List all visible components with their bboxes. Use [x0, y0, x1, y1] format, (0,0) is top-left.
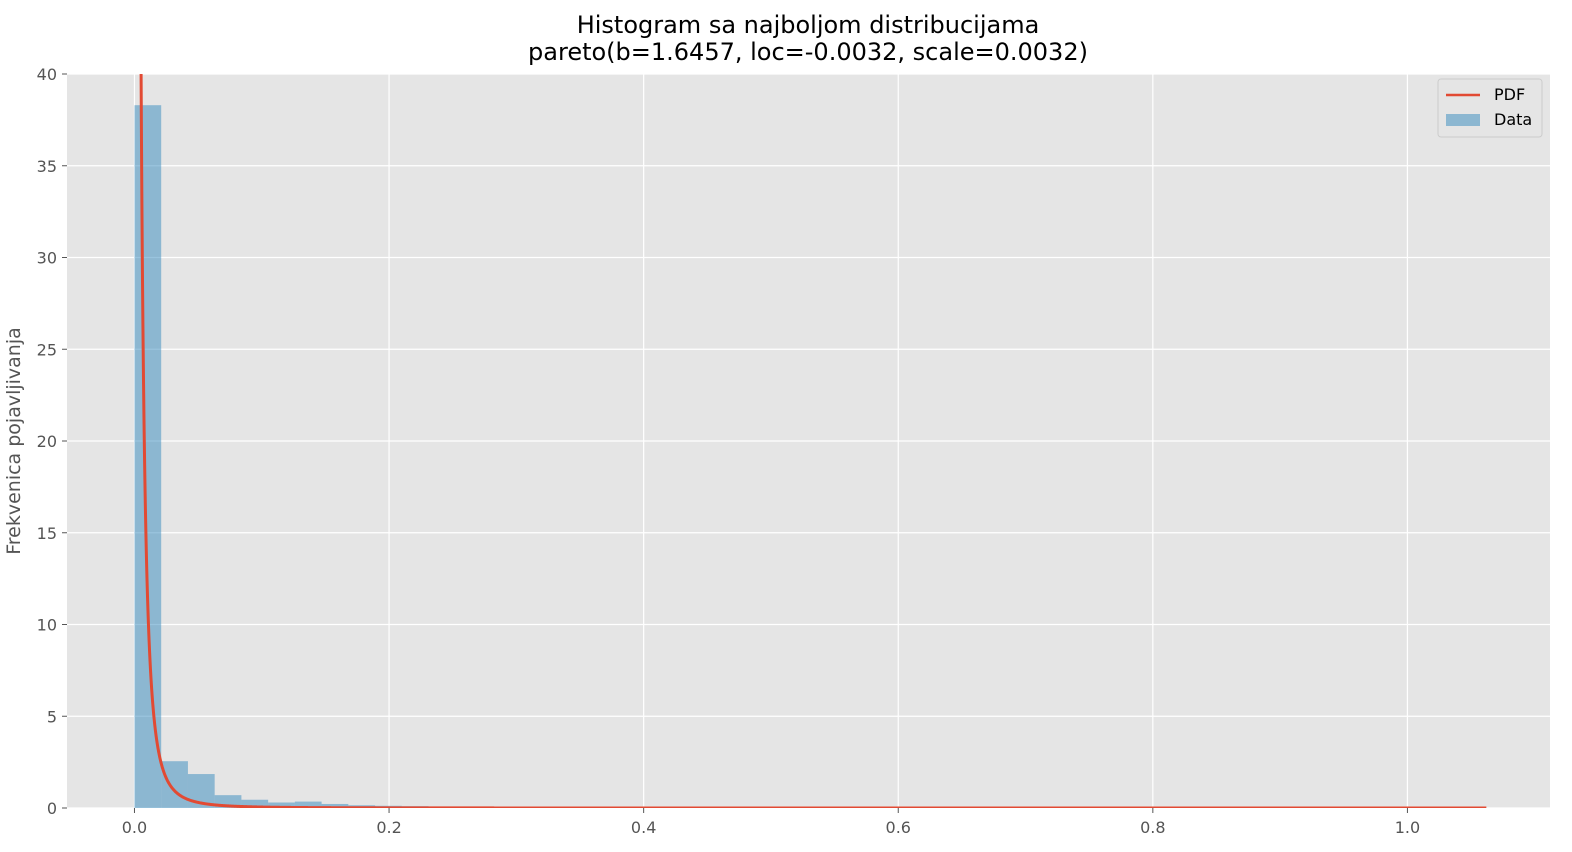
histogram-bars	[134, 105, 429, 808]
histogram-bar	[241, 799, 269, 808]
x-tick-label: 0.4	[631, 818, 656, 837]
y-tick-label: 15	[37, 524, 57, 543]
x-axis-ticks: 0.0 0.2 0.4 0.6 0.8 1.0	[122, 808, 1420, 837]
y-tick-label: 30	[37, 249, 57, 268]
pdf-line	[139, 74, 1487, 808]
y-axis-ticks: 0 5 10 15 20 25 30 35 40	[37, 65, 67, 818]
chart-title: Histogram sa najboljom distribucijama	[577, 11, 1040, 39]
x-tick-label: 0.6	[886, 818, 911, 837]
histogram-bar	[161, 761, 188, 808]
y-tick-label: 5	[47, 707, 57, 726]
y-tick-label: 25	[37, 340, 57, 359]
x-tick-label: 0.2	[376, 818, 401, 837]
x-tick-label: 1.0	[1395, 818, 1420, 837]
y-tick-label: 0	[47, 799, 57, 818]
legend: PDF Data	[1437, 78, 1543, 138]
legend-pdf-label: PDF	[1494, 85, 1525, 104]
x-tick-label: 0.0	[122, 818, 147, 837]
y-axis-label: Frekvenica pojavljivanja	[3, 327, 25, 555]
pdf-curve	[139, 74, 1487, 808]
histogram-bar	[294, 801, 322, 808]
legend-data-label: Data	[1494, 110, 1532, 129]
y-tick-label: 40	[37, 65, 57, 84]
x-tick-label: 0.8	[1140, 818, 1165, 837]
chart-subtitle: pareto(b=1.6457, loc=-0.0032, scale=0.00…	[528, 38, 1088, 66]
grid-lines	[67, 73, 1550, 809]
y-tick-label: 10	[37, 616, 57, 635]
histogram-bar	[268, 802, 295, 808]
histogram-bar	[321, 803, 349, 808]
histogram-bar	[134, 105, 162, 808]
y-tick-label: 35	[37, 157, 57, 176]
y-tick-label: 20	[37, 432, 57, 451]
legend-data-swatch	[1446, 114, 1480, 126]
